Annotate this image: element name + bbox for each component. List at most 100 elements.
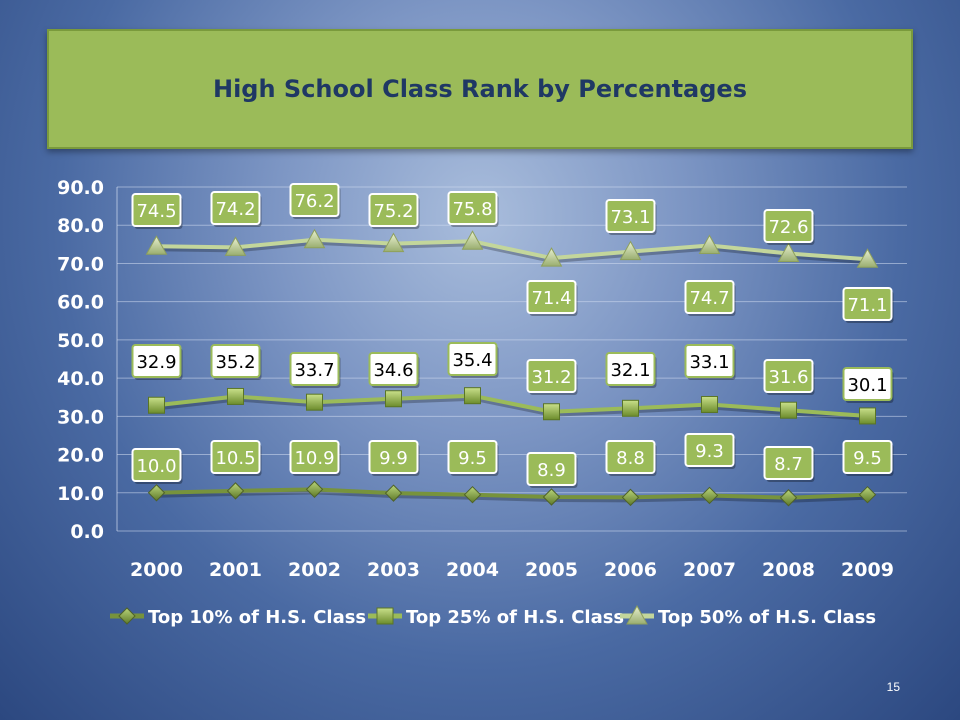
y-tick-label: 20.0: [57, 445, 104, 467]
data-label: 74.5: [136, 201, 176, 222]
data-label: 10.9: [294, 448, 334, 469]
legend-marker: [626, 604, 648, 625]
series-line: [156, 393, 868, 418]
data-label: 33.7: [294, 360, 334, 381]
data-point: [464, 387, 481, 405]
data-point: [622, 399, 639, 417]
data-label: 9.5: [853, 448, 882, 469]
data-label-box: [526, 280, 577, 314]
data-label-box: [605, 199, 656, 233]
data-label-box: [763, 209, 814, 243]
y-tick-label: 70.0: [57, 253, 104, 275]
data-label: 34.6: [373, 360, 413, 381]
data-label-box: [526, 359, 577, 393]
legend: Top 10% of H.S. Class Top 25% of H.S. Cla…: [110, 604, 876, 628]
series-line: [156, 237, 868, 262]
x-tick-label: 2003: [367, 559, 420, 581]
data-label: 76.2: [294, 191, 334, 212]
y-tick-label: 40.0: [57, 368, 104, 390]
data-label: 32.9: [136, 352, 176, 373]
data-label: 72.6: [768, 217, 808, 238]
data-label-box: [842, 440, 893, 474]
data-label-box: [210, 440, 261, 474]
data-label: 35.4: [452, 350, 492, 371]
data-point: [856, 248, 879, 268]
legend-marker: [118, 607, 136, 625]
data-label-box: [763, 359, 814, 393]
data-label-box: [368, 352, 419, 386]
data-label-box: [368, 193, 419, 227]
legend-label: Top 25% of H.S. Class: [406, 607, 624, 628]
data-label: 75.8: [452, 199, 492, 220]
y-tick-label: 80.0: [57, 215, 104, 237]
data-point: [779, 489, 798, 507]
y-tick-label: 0.0: [70, 521, 104, 543]
data-labels: 74.5 74.2 76.2 75.2 75.8 71.4 73.1 74.7 72.6 71.1: [131, 183, 894, 323]
series-top50: 74.5 74.2 76.2 75.2 75.8 71.4 73.1 74.7 72.6 71.1: [131, 183, 894, 323]
y-tick-label: 60.0: [57, 292, 104, 314]
data-label-box: [684, 344, 735, 378]
x-tick-label: 2006: [604, 559, 657, 581]
x-tick-label: 2001: [209, 559, 262, 581]
data-label-box: [131, 193, 182, 227]
x-tick-label: 2005: [525, 559, 578, 581]
data-label-box: [447, 440, 498, 474]
legend-item: Top 25% of H.S. Class: [368, 607, 624, 628]
data-point: [227, 387, 244, 405]
data-label: 8.7: [774, 454, 803, 475]
data-point: [147, 484, 166, 502]
x-axis-labels: 2000 2001 2002 2003 2004 2005 2006 2007 2008 2009: [130, 559, 894, 581]
data-point: [226, 482, 245, 500]
data-point: [305, 480, 324, 499]
series-line: [156, 487, 868, 500]
legend-item: Top 10% of H.S. Class: [110, 607, 366, 628]
data-label: 9.5: [458, 448, 487, 469]
data-label: 9.3: [695, 441, 724, 462]
data-point: [777, 242, 800, 263]
data-point: [858, 485, 877, 504]
data-label: 10.0: [136, 456, 176, 477]
data-label-box: [605, 440, 656, 474]
data-label: 35.2: [215, 352, 255, 373]
data-label-box: [210, 344, 261, 378]
data-point: [540, 247, 563, 267]
data-label-box: [210, 191, 261, 225]
data-label-box: [131, 344, 182, 378]
data-label: 8.9: [537, 460, 566, 481]
data-label: 74.2: [215, 199, 255, 220]
x-tick-label: 2004: [446, 559, 499, 581]
data-label: 73.1: [610, 207, 650, 228]
data-label-box: [289, 352, 340, 386]
data-labels: 32.9 35.2 33.7 34.6 35.4 31.2 32.1 33.1 31.6 30.1: [131, 342, 894, 403]
data-label: 71.4: [531, 288, 571, 309]
data-point: [700, 486, 719, 505]
data-point: [859, 407, 876, 425]
data-point: [619, 240, 642, 261]
y-tick-label: 10.0: [57, 483, 104, 505]
slide-number: 15: [886, 680, 900, 694]
data-point: [542, 488, 561, 506]
series-group: 10.0 10.5 10.9 9.9 9.5 8.9 8.8 9.3 8.7 9.5 32.9 35.…: [131, 183, 894, 507]
data-point: [463, 485, 482, 504]
x-tick-label: 2008: [762, 559, 815, 581]
data-point: [306, 393, 323, 411]
data-label-box: [684, 280, 735, 314]
y-tick-label: 30.0: [57, 406, 104, 428]
x-tick-label: 2007: [683, 559, 736, 581]
x-tick-label: 2009: [841, 559, 894, 581]
data-label: 33.1: [689, 352, 729, 373]
data-label: 71.1: [847, 295, 887, 316]
legend-label: Top 50% of H.S. Class: [658, 607, 876, 628]
data-point: [543, 403, 560, 421]
y-tick-label: 90.0: [57, 177, 104, 199]
series-top10: 10.0 10.5 10.9 9.9 9.5 8.9 8.8 9.3 8.7 9.5: [131, 433, 894, 507]
data-point: [701, 395, 718, 413]
data-point: [145, 235, 168, 255]
data-label: 10.5: [215, 448, 255, 469]
data-point: [385, 390, 402, 408]
legend-label: Top 10% of H.S. Class: [148, 607, 366, 628]
x-tick-label: 2002: [288, 559, 341, 581]
data-label-box: [763, 446, 814, 480]
series-top25: 32.9 35.2 33.7 34.6 35.4 31.2 32.1 33.1 31.6 30.1: [131, 342, 894, 425]
